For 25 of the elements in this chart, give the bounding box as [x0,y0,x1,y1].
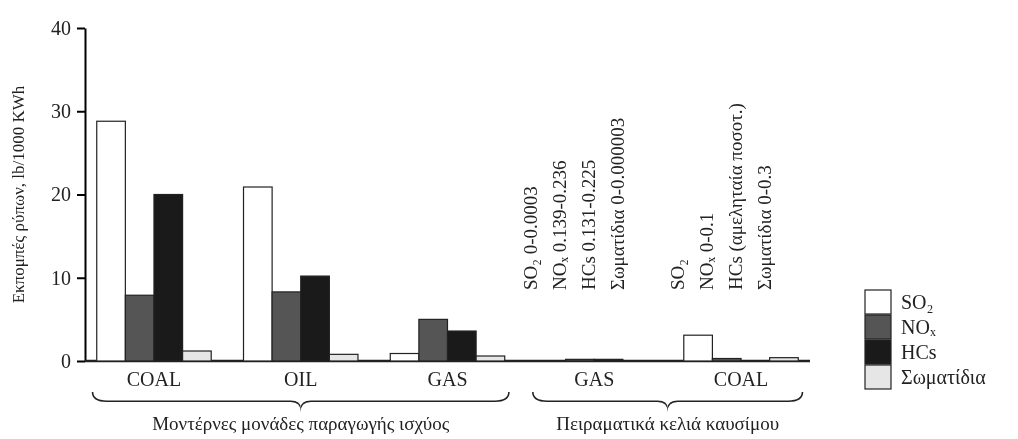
y-axis-title: Εκπομπές ρύπων, lb/1000 KWh [9,85,28,304]
annotation: HCs 0.131-0.225 [578,159,600,290]
y-tick-label: 10 [51,266,71,289]
annotation: NOₓ 0-0.1 [695,212,717,290]
legend-label: NOₓ [901,316,936,338]
annotation: SO₂ [666,259,688,290]
y-tick-label: 0 [61,349,71,372]
x-tick-label: GAS [574,368,615,390]
legend-label: HCs [901,341,937,363]
annotation: Σωματίδια 0-0.000003 [607,117,629,290]
y-tick-label: 40 [51,16,71,39]
annotation: NOₓ 0.139-0.236 [549,160,571,290]
legend-label: SO₂ [901,291,934,313]
x-tick-label: COAL [126,368,182,390]
x-tick-label: GAS [427,368,468,390]
y-tick-label: 30 [51,100,71,123]
text: Μοντέρνες μονάδες παραγωγής ισχύος [152,413,450,434]
annotation: SO₂ 0-0.0003 [520,186,542,290]
annotation: HCs (αμεληταία ποσοτ.) [724,103,747,290]
x-tick-label: OIL [284,368,318,390]
annotation: Σωματίδια 0-0.3 [753,165,775,290]
legend-label: Σωματίδια [901,366,987,389]
x-tick-label: COAL [713,368,769,390]
text: Πειραματικά κελιά καυσίμου [556,413,780,434]
y-tick-label: 20 [51,183,71,206]
